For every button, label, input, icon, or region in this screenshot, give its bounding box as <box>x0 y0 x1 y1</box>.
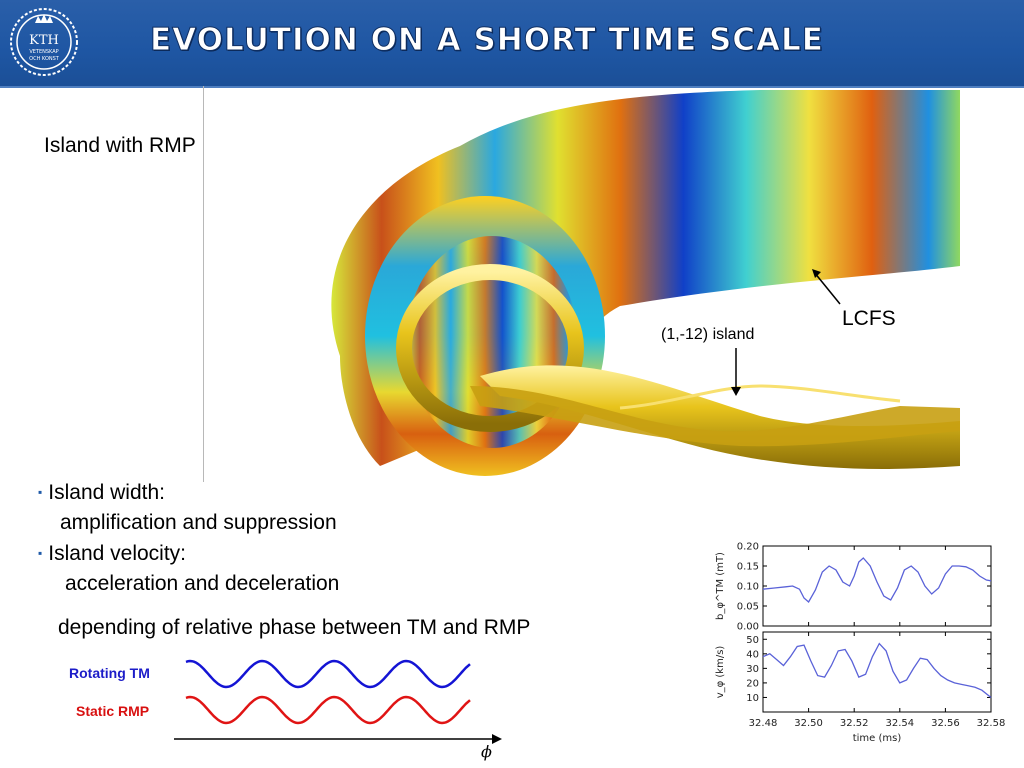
time-trace-chart: 0.20 0.15 0.10 0.05 0.00 b_φ^TM (mT) 50 40 30 20 1… <box>715 542 1006 745</box>
bullet-marker: ▪ <box>38 485 43 499</box>
x-tick-label: 32.54 <box>885 718 914 729</box>
x-tick-label: 32.50 <box>794 718 823 729</box>
x-tick-label: 32.56 <box>931 718 960 729</box>
y-tick-label: 40 <box>746 649 759 660</box>
x-tick-label: 32.52 <box>840 718 869 729</box>
y-tick-label: 0.05 <box>737 602 759 613</box>
logo-text: KTH <box>29 33 59 48</box>
bullet-island-velocity: ▪ Island velocity: <box>38 542 186 566</box>
y-tick-label: 20 <box>746 678 759 689</box>
y-tick-label: 0.15 <box>737 562 759 573</box>
island-rmp-illustration <box>331 90 960 476</box>
rotating-tm-wave <box>185 659 471 689</box>
series-line <box>762 557 992 604</box>
bullet-marker: ▪ <box>38 546 43 560</box>
static-rmp-label: Static RMP <box>76 703 150 719</box>
phase-note: depending of relative phase between TM a… <box>58 616 531 639</box>
rotating-tm-label: Rotating TM <box>69 665 150 681</box>
slide-title: EVOLUTION ON A SHORT TIME SCALE <box>150 22 824 59</box>
static-rmp-wave <box>185 695 471 725</box>
y-tick-label: 50 <box>746 635 759 646</box>
lcfs-arrow <box>813 271 841 305</box>
island-label: (1,-12) island <box>661 326 755 343</box>
x-tick-label: 32.58 <box>977 718 1006 729</box>
bullet-heading: Island width: <box>48 481 165 504</box>
phi-axis-label: ϕ <box>481 742 492 761</box>
logo-subtext-2: OCH KONST <box>29 56 60 62</box>
y-tick-label: 0.20 <box>737 542 759 553</box>
kth-logo: KTH VETENSKAP OCH KONST <box>10 8 78 76</box>
lcfs-label: LCFS <box>842 307 896 330</box>
y-axis-label: b_φ^TM (mT) <box>715 552 726 620</box>
header-bar: KTH VETENSKAP OCH KONST EVOLUTION ON A S… <box>0 0 1024 88</box>
y-tick-label: 10 <box>746 693 759 704</box>
bullet-detail: amplification and suppression <box>60 511 337 534</box>
y-tick-label: 0.10 <box>737 582 759 593</box>
phase-waves-diagram <box>174 659 502 744</box>
series-line <box>762 642 992 699</box>
vertical-divider <box>203 86 204 482</box>
x-axis-label: time (ms) <box>853 733 902 744</box>
bullet-heading: Island velocity: <box>48 542 186 565</box>
x-tick-label: 32.48 <box>749 718 778 729</box>
y-tick-label: 30 <box>746 664 759 675</box>
logo-subtext-1: VETENSKAP <box>29 49 58 55</box>
bullet-detail: acceleration and deceleration <box>65 572 340 595</box>
phi-axis-arrowhead <box>492 734 502 744</box>
plot-frame <box>762 631 992 713</box>
figure-caption: Island with RMP <box>44 134 196 157</box>
bullet-island-width: ▪ Island width: <box>38 481 165 505</box>
y-axis-label: v_φ (km/s) <box>715 646 726 699</box>
plot-frame <box>762 545 992 627</box>
y-tick-label: 0.00 <box>737 622 759 633</box>
